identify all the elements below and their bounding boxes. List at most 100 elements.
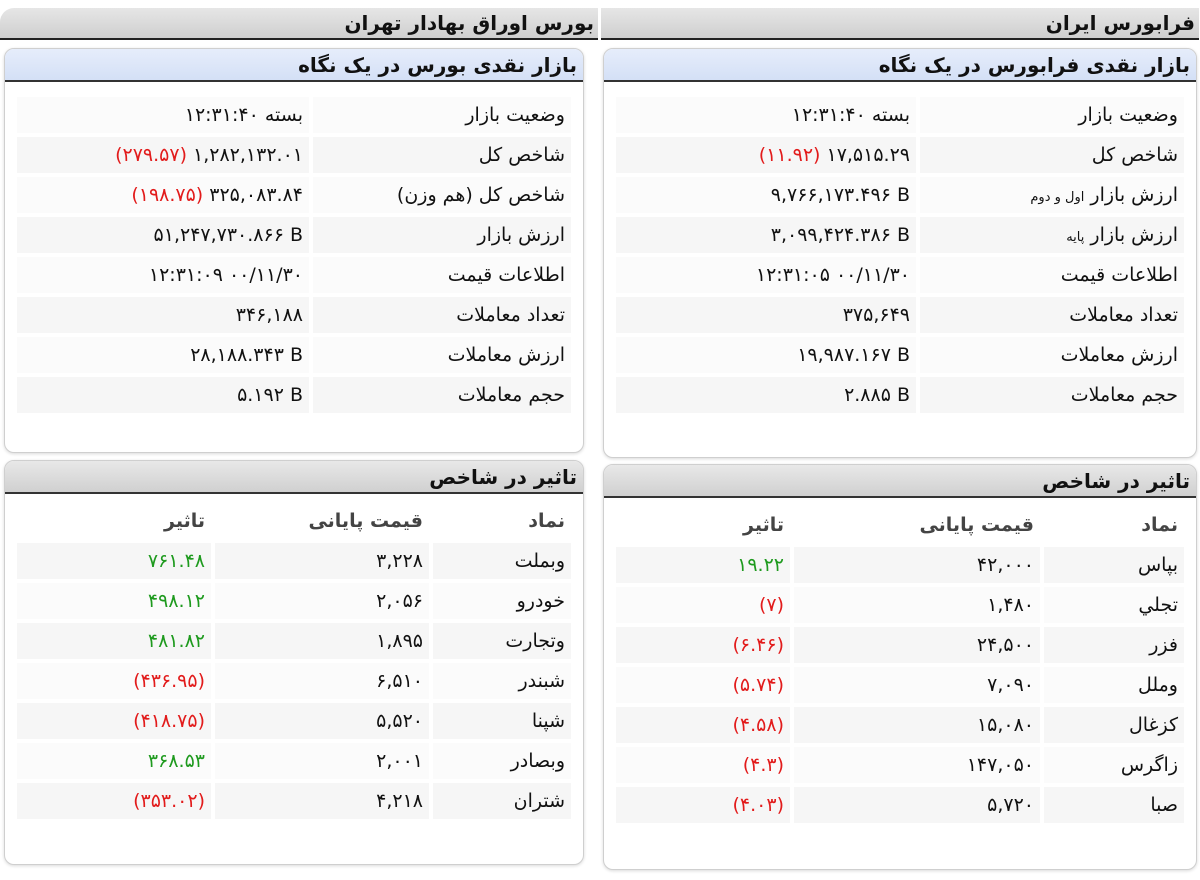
symbol-cell[interactable]: وتجارت [433, 623, 571, 659]
ifb-impact-table: نماد قیمت پایانی تاثیر بپاس ۴۲,۰۰۰ ۱۹.۲۲ تجلي ۱… [616, 505, 1184, 825]
symbol-cell[interactable]: صبا [1044, 787, 1184, 823]
value-text: ۱۲:۳۱:۰۵ ۰۰/۱۱/۳۰ [755, 264, 910, 286]
impact-cell: ۴۹۸.۱۲ [17, 583, 211, 619]
impact-row[interactable]: وبملت ۳,۲۲۸ ۷۶۱.۴۸ [17, 541, 571, 581]
symbol-cell[interactable]: خودرو [433, 583, 571, 619]
header-impact[interactable]: تاثیر [17, 503, 211, 539]
header-symbol[interactable]: نماد [433, 503, 571, 539]
price-cell: ۲,۰۰۱ [215, 743, 429, 779]
summary-value: ۲.۸۸۵ B [616, 377, 916, 413]
label-text: شاخص کل [478, 144, 565, 166]
tse-impact-panel: تاثیر در شاخص نماد قیمت پایانی تاثیر وبملت ۳… [4, 460, 584, 865]
summary-label: وضعیت بازار [313, 97, 571, 133]
tse-impact-table: نماد قیمت پایانی تاثیر وبملت ۳,۲۲۸ ۷۶۱.۴۸ خودر… [17, 501, 571, 821]
impact-row[interactable]: شبندر ۶,۵۱۰ (۴۳۶.۹۵) [17, 661, 571, 701]
summary-row: وضعیت بازار ۱۲:۳۱:۴۰ بسته [616, 95, 1184, 135]
label-text: ارزش بازار [477, 224, 565, 246]
change-value: (۱۹۸.۷۵) [131, 184, 204, 206]
impact-header-row: نماد قیمت پایانی تاثیر [616, 505, 1184, 545]
summary-label: حجم معاملات [313, 377, 571, 413]
symbol-cell[interactable]: بپاس [1044, 547, 1184, 583]
symbol-cell[interactable]: شپنا [433, 703, 571, 739]
price-cell: ۵,۷۲۰ [794, 787, 1040, 823]
label-text: ارزش بازار [1090, 184, 1178, 206]
header-price[interactable]: قیمت پایانی [215, 503, 429, 539]
price-cell: ۱۴۷,۰۵۰ [794, 747, 1040, 783]
label-text: شاخص کل (هم وزن) [396, 184, 565, 206]
price-cell: ۱,۸۹۵ [215, 623, 429, 659]
impact-cell: (۵.۷۴) [616, 667, 790, 703]
symbol-cell[interactable]: وبملت [433, 543, 571, 579]
value-text: ۱۲:۳۱:۴۰ بسته [791, 104, 910, 126]
summary-row: حجم معاملات ۲.۸۸۵ B [616, 375, 1184, 415]
label-text: حجم معاملات [1070, 384, 1178, 406]
summary-value: ۳۴۶,۱۸۸ [17, 297, 309, 333]
impact-row[interactable]: وملل ۷,۰۹۰ (۵.۷۴) [616, 665, 1184, 705]
impact-row[interactable]: خودرو ۲,۰۵۶ ۴۹۸.۱۲ [17, 581, 571, 621]
impact-cell: (۴۱۸.۷۵) [17, 703, 211, 739]
value-text: ۵۱,۲۴۷,۷۳۰.۸۶۶ B [153, 224, 303, 246]
summary-row: حجم معاملات ۵.۱۹۲ B [17, 375, 571, 415]
impact-row[interactable]: بپاس ۴۲,۰۰۰ ۱۹.۲۲ [616, 545, 1184, 585]
summary-row: ارزش بازار اول و دوم ۹,۷۶۶,۱۷۳.۴۹۶ B [616, 175, 1184, 215]
impact-header-row: نماد قیمت پایانی تاثیر [17, 501, 571, 541]
summary-row: اطلاعات قیمت ۱۲:۳۱:۰۹ ۰۰/۱۱/۳۰ [17, 255, 571, 295]
impact-row[interactable]: زاگرس ۱۴۷,۰۵۰ (۴.۳) [616, 745, 1184, 785]
summary-value: (۱۹۸.۷۵) ۳۲۵,۰۸۳.۸۴ [17, 177, 309, 213]
value-text: ۳۴۶,۱۸۸ [235, 304, 303, 326]
symbol-cell[interactable]: وملل [1044, 667, 1184, 703]
summary-value: ۹,۷۶۶,۱۷۳.۴۹۶ B [616, 177, 916, 213]
summary-label: ارزش بازار اول و دوم [920, 177, 1184, 213]
header-symbol[interactable]: نماد [1044, 507, 1184, 543]
value-text: ۳۲۵,۰۸۳.۸۴ [209, 184, 303, 206]
impact-row[interactable]: وبصادر ۲,۰۰۱ ۳۶۸.۵۳ [17, 741, 571, 781]
impact-row[interactable]: تجلي ۱,۴۸۰ (۷) [616, 585, 1184, 625]
impact-row[interactable]: کزغال ۱۵,۰۸۰ (۴.۵۸) [616, 705, 1184, 745]
label-text: شاخص کل [1091, 144, 1178, 166]
impact-row[interactable]: وتجارت ۱,۸۹۵ ۴۸۱.۸۲ [17, 621, 571, 661]
summary-row: اطلاعات قیمت ۱۲:۳۱:۰۵ ۰۰/۱۱/۳۰ [616, 255, 1184, 295]
header-price[interactable]: قیمت پایانی [794, 507, 1040, 543]
impact-row[interactable]: شتران ۴,۲۱۸ (۳۵۳.۰۲) [17, 781, 571, 821]
label-subtext: پایه [1066, 230, 1085, 245]
summary-label: حجم معاملات [920, 377, 1184, 413]
header-impact[interactable]: تاثیر [616, 507, 790, 543]
symbol-cell[interactable]: شتران [433, 783, 571, 819]
tse-impact-title: تاثیر در شاخص [5, 461, 583, 494]
label-text: وضعیت بازار [465, 104, 565, 126]
price-cell: ۱۵,۰۸۰ [794, 707, 1040, 743]
ifb-title: فرابورس ایران [601, 8, 1199, 40]
impact-row[interactable]: شپنا ۵,۵۲۰ (۴۱۸.۷۵) [17, 701, 571, 741]
summary-label: شاخص کل [920, 137, 1184, 173]
symbol-cell[interactable]: تجلي [1044, 587, 1184, 623]
value-text: ۳۷۵,۶۴۹ [842, 304, 910, 326]
ifb-summary-table: وضعیت بازار ۱۲:۳۱:۴۰ بسته شاخص کل (۱۱.۹۲) ۱… [616, 95, 1184, 415]
label-text: حجم معاملات [457, 384, 565, 406]
impact-cell: (۴.۰۳) [616, 787, 790, 823]
summary-label: وضعیت بازار [920, 97, 1184, 133]
summary-value: ۱۹,۹۸۷.۱۶۷ B [616, 337, 916, 373]
price-cell: ۱,۴۸۰ [794, 587, 1040, 623]
symbol-cell[interactable]: فزر [1044, 627, 1184, 663]
summary-value: ۱۲:۳۱:۴۰ بسته [17, 97, 309, 133]
price-cell: ۴,۲۱۸ [215, 783, 429, 819]
impact-cell: ۳۶۸.۵۳ [17, 743, 211, 779]
symbol-cell[interactable]: شبندر [433, 663, 571, 699]
summary-row: ارزش بازار پایه ۳,۰۹۹,۴۲۴.۳۸۶ B [616, 215, 1184, 255]
label-text: تعداد معاملات [456, 304, 565, 326]
summary-value: ۵.۱۹۲ B [17, 377, 309, 413]
symbol-cell[interactable]: وبصادر [433, 743, 571, 779]
value-text: ۳,۰۹۹,۴۲۴.۳۸۶ B [770, 224, 910, 246]
label-text: وضعیت بازار [1078, 104, 1178, 126]
impact-cell: (۴۳۶.۹۵) [17, 663, 211, 699]
summary-value: ۳,۰۹۹,۴۲۴.۳۸۶ B [616, 217, 916, 253]
impact-row[interactable]: صبا ۵,۷۲۰ (۴.۰۳) [616, 785, 1184, 825]
symbol-cell[interactable]: کزغال [1044, 707, 1184, 743]
impact-cell: ۴۸۱.۸۲ [17, 623, 211, 659]
symbol-cell[interactable]: زاگرس [1044, 747, 1184, 783]
value-text: ۵.۱۹۲ B [237, 384, 303, 406]
impact-row[interactable]: فزر ۲۴,۵۰۰ (۶.۴۶) [616, 625, 1184, 665]
value-text: ۱۲:۳۱:۴۰ بسته [184, 104, 303, 126]
price-cell: ۴۲,۰۰۰ [794, 547, 1040, 583]
summary-row: وضعیت بازار ۱۲:۳۱:۴۰ بسته [17, 95, 571, 135]
